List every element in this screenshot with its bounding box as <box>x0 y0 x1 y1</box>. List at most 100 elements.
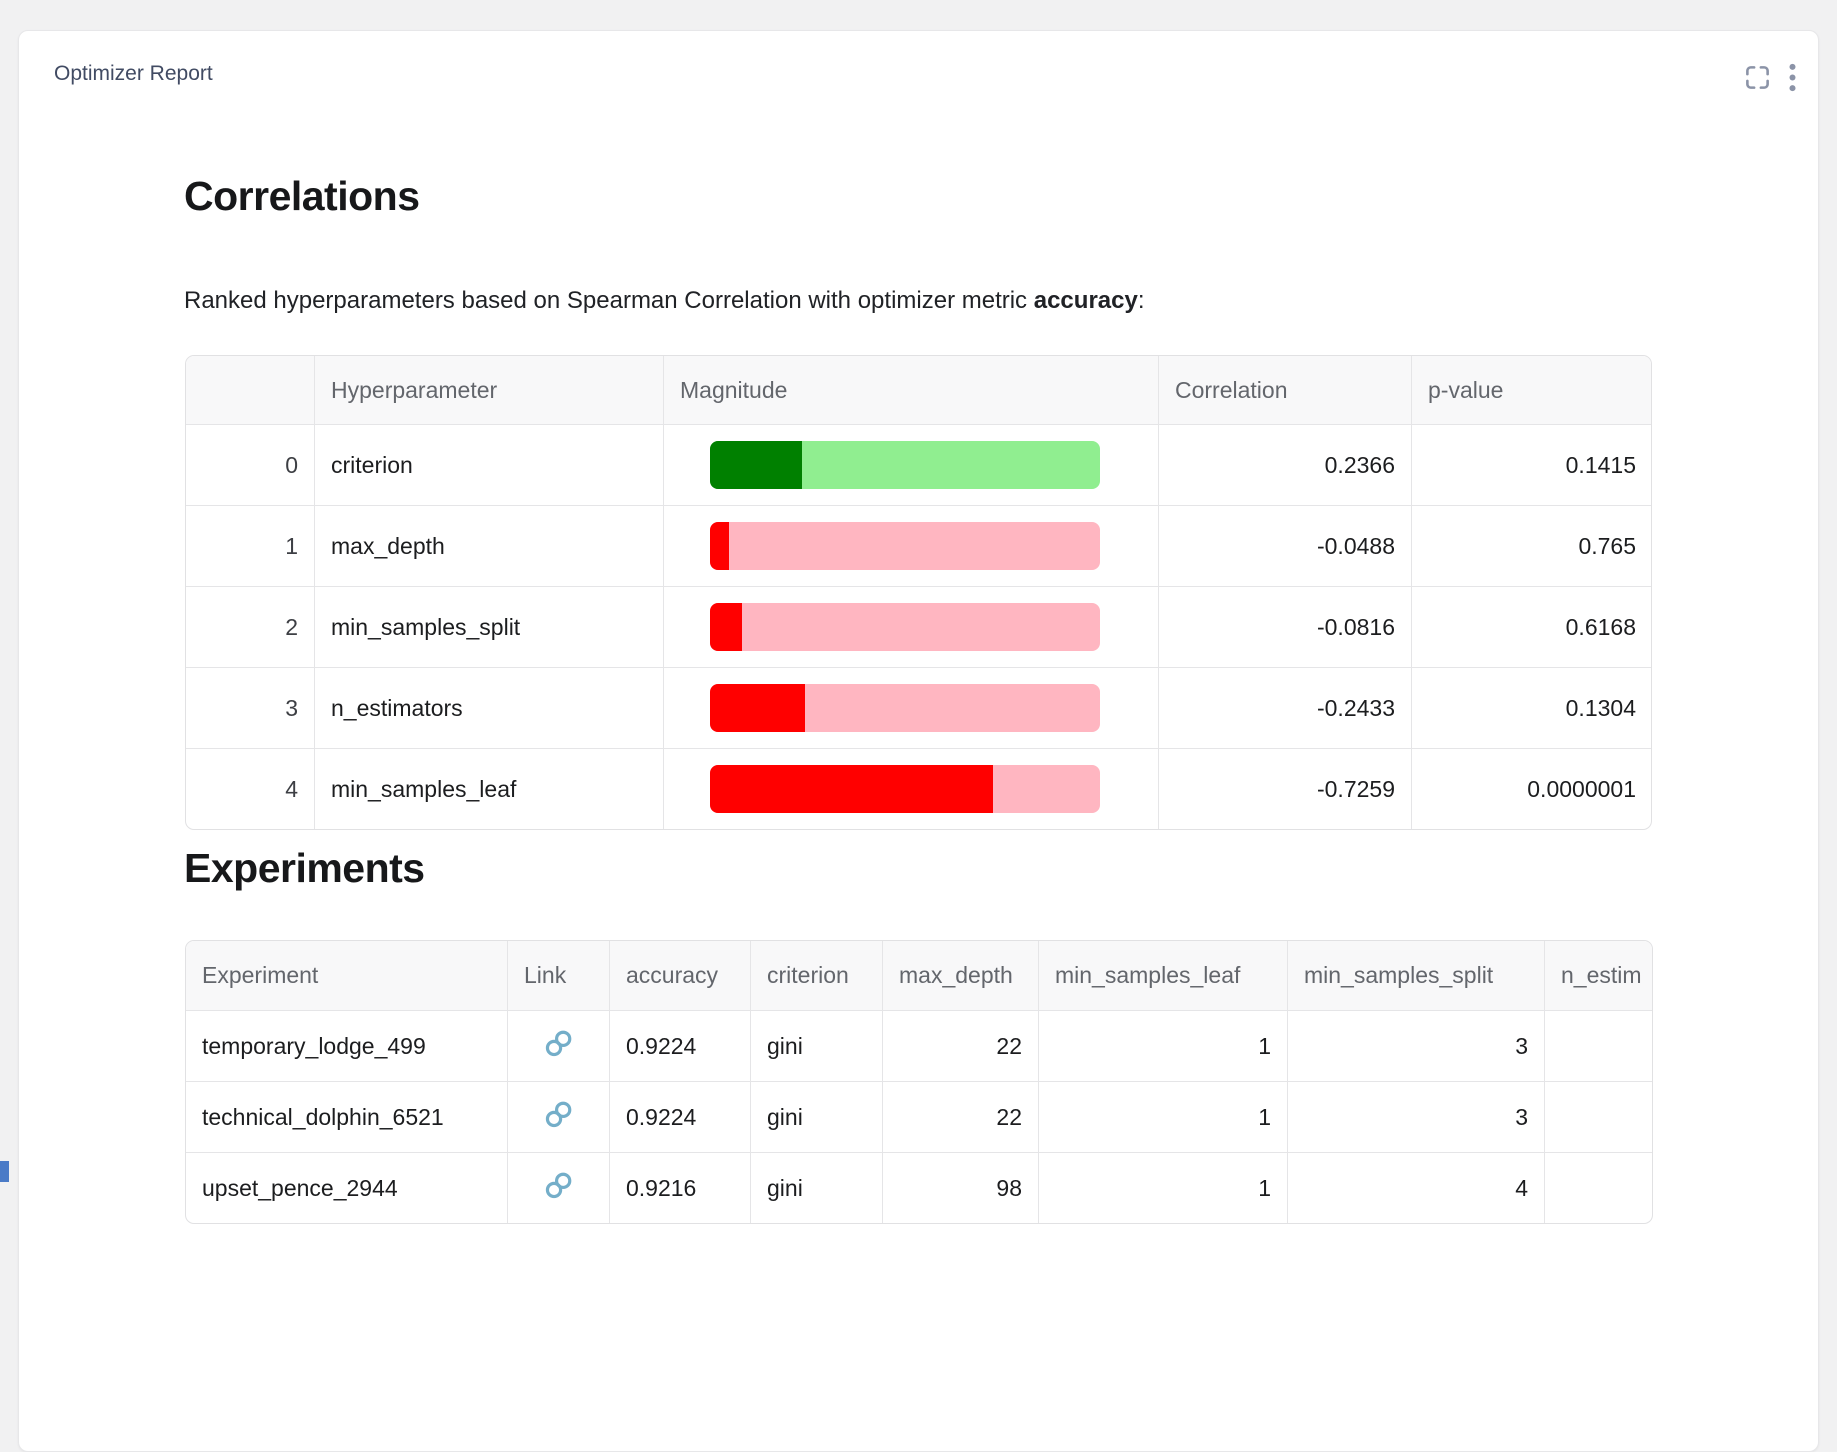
magnitude-bar <box>710 684 1100 732</box>
col-header-correlation: Correlation <box>1158 356 1412 425</box>
experiment-link-cell <box>507 1081 610 1153</box>
correlation-value: -0.0488 <box>1158 505 1412 587</box>
max-depth-value: 98 <box>882 1152 1039 1223</box>
col-header-magnitude: Magnitude <box>663 356 1159 425</box>
magnitude-bar-fill <box>710 603 742 651</box>
magnitude-bar <box>710 765 1100 813</box>
col-header-max-depth: max_depth <box>882 941 1039 1011</box>
accuracy-value: 0.9216 <box>609 1152 751 1223</box>
magnitude-bar-fill <box>710 441 803 489</box>
experiment-link[interactable] <box>542 1169 575 1202</box>
subtitle-metric-name: accuracy <box>1033 287 1138 314</box>
row-index: 3 <box>186 667 315 749</box>
p-value: 0.0000001 <box>1411 748 1651 829</box>
experiment-name: technical_dolphin_6521 <box>186 1081 508 1153</box>
min-samples-leaf-value: 1 <box>1038 1152 1288 1223</box>
col-header-min-samples-split: min_samples_split <box>1287 941 1545 1011</box>
correlations-row: 0 criterion 0.2366 0.1415 <box>186 424 1651 506</box>
correlation-value: -0.7259 <box>1158 748 1412 829</box>
n-estimators-value <box>1544 1010 1652 1082</box>
col-header-p-value: p-value <box>1411 356 1651 425</box>
col-header-hyperparameter: Hyperparameter <box>314 356 664 425</box>
link-icon <box>542 1027 575 1060</box>
correlations-row: 3 n_estimators -0.2433 0.1304 <box>186 667 1651 749</box>
criterion-value: gini <box>750 1010 883 1082</box>
menu-button[interactable] <box>1787 61 1798 94</box>
magnitude-cell <box>663 505 1159 587</box>
col-header-criterion: criterion <box>750 941 883 1011</box>
correlation-value: -0.0816 <box>1158 586 1412 668</box>
experiment-name: upset_pence_2944 <box>186 1152 508 1223</box>
experiment-row: temporary_lodge_499 <box>186 1010 1652 1082</box>
row-index: 2 <box>186 586 315 668</box>
correlation-value: -0.2433 <box>1158 667 1412 749</box>
correlations-table: Hyperparameter Magnitude Correlation p-v… <box>185 355 1652 830</box>
magnitude-bar <box>710 522 1100 570</box>
max-depth-value: 22 <box>882 1081 1039 1153</box>
min-samples-split-value: 4 <box>1287 1152 1545 1223</box>
experiments-heading: Experiments <box>184 845 425 891</box>
magnitude-cell <box>663 667 1159 749</box>
n-estimators-value <box>1544 1152 1652 1223</box>
fullscreen-button[interactable] <box>1742 62 1773 93</box>
magnitude-cell <box>663 586 1159 668</box>
hyperparameter-name: criterion <box>314 424 664 506</box>
correlations-row: 2 min_samples_split -0.0816 0.6168 <box>186 586 1651 668</box>
experiments-table: Experiment Link accuracy criterion max_d… <box>185 940 1653 1224</box>
magnitude-bar <box>710 603 1100 651</box>
col-header-n-estimators: n_estim <box>1544 941 1652 1011</box>
max-depth-value: 22 <box>882 1010 1039 1082</box>
hyperparameter-name: max_depth <box>314 505 664 587</box>
correlations-heading: Correlations <box>184 173 420 219</box>
bottom-left-accent <box>0 1161 9 1182</box>
correlations-subtitle: Ranked hyperparameters based on Spearman… <box>184 286 1145 316</box>
p-value: 0.6168 <box>1411 586 1651 668</box>
subtitle-text: Ranked hyperparameters based on Spearman… <box>184 287 1034 314</box>
optimizer-report-panel: Optimizer Report Correlations <box>18 30 1819 1452</box>
kebab-menu-icon <box>1789 63 1796 92</box>
hyperparameter-name: min_samples_leaf <box>314 748 664 829</box>
p-value: 0.1304 <box>1411 667 1651 749</box>
magnitude-bar-fill <box>710 684 805 732</box>
col-header-link: Link <box>507 941 610 1011</box>
experiments-header-row: Experiment Link accuracy criterion max_d… <box>186 941 1652 1011</box>
panel-title: Optimizer Report <box>54 62 213 85</box>
row-index: 1 <box>186 505 315 587</box>
accuracy-value: 0.9224 <box>609 1010 751 1082</box>
correlations-row: 4 min_samples_leaf -0.7259 0.0000001 <box>186 748 1651 829</box>
link-icon <box>542 1169 575 1202</box>
experiment-row: upset_pence_2944 <box>186 1152 1652 1223</box>
link-icon <box>542 1098 575 1131</box>
min-samples-leaf-value: 1 <box>1038 1081 1288 1153</box>
subtitle-colon: : <box>1137 287 1145 314</box>
hyperparameter-name: min_samples_split <box>314 586 664 668</box>
fullscreen-icon <box>1744 64 1771 91</box>
experiment-link[interactable] <box>542 1098 575 1131</box>
correlation-value: 0.2366 <box>1158 424 1412 506</box>
col-header-index <box>186 356 315 425</box>
col-header-min-samples-leaf: min_samples_leaf <box>1038 941 1288 1011</box>
criterion-value: gini <box>750 1152 883 1223</box>
accuracy-value: 0.9224 <box>609 1081 751 1153</box>
hyperparameter-name: n_estimators <box>314 667 664 749</box>
magnitude-bar <box>710 441 1100 489</box>
min-samples-split-value: 3 <box>1287 1081 1545 1153</box>
experiment-link-cell <box>507 1152 610 1223</box>
experiment-link-cell <box>507 1010 610 1082</box>
col-header-experiment: Experiment <box>186 941 508 1011</box>
min-samples-split-value: 3 <box>1287 1010 1545 1082</box>
p-value: 0.1415 <box>1411 424 1651 506</box>
panel-header-actions <box>1742 61 1798 94</box>
magnitude-bar-fill <box>710 765 994 813</box>
magnitude-cell <box>663 424 1159 506</box>
correlations-header-row: Hyperparameter Magnitude Correlation p-v… <box>186 356 1651 425</box>
experiment-link[interactable] <box>542 1027 575 1060</box>
magnitude-cell <box>663 748 1159 829</box>
row-index: 0 <box>186 424 315 506</box>
n-estimators-value <box>1544 1081 1652 1153</box>
min-samples-leaf-value: 1 <box>1038 1010 1288 1082</box>
criterion-value: gini <box>750 1081 883 1153</box>
experiment-row: technical_dolphin_6521 <box>186 1081 1652 1153</box>
col-header-accuracy: accuracy <box>609 941 751 1011</box>
experiment-name: temporary_lodge_499 <box>186 1010 508 1082</box>
